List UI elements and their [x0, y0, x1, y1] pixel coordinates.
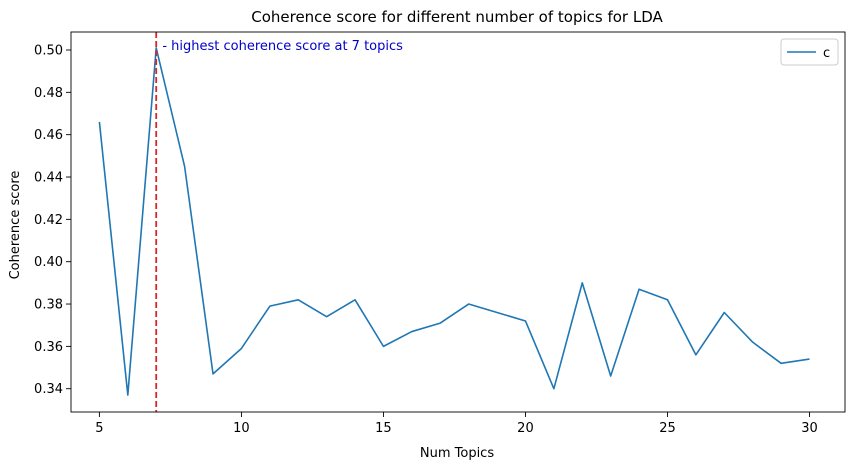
x-axis-ticks: 5 10 15 20 25 30 — [95, 412, 818, 436]
y-axis-ticks: 0.34 0.36 0.38 0.40 0.42 0.44 0.46 0.48 0.50 — [34, 43, 71, 397]
y-tick-label: 0.38 — [34, 298, 63, 313]
x-tick-label: 30 — [801, 421, 818, 436]
x-tick-label: 15 — [375, 421, 392, 436]
y-tick-label: 0.34 — [34, 382, 63, 397]
y-tick-label: 0.40 — [34, 255, 63, 270]
y-tick-label: 0.48 — [34, 86, 63, 101]
x-axis-title: Num Topics — [420, 446, 494, 461]
x-tick-label: 5 — [95, 421, 103, 436]
y-tick-label: 0.36 — [34, 340, 63, 355]
max-coherence-annotation: - highest coherence score at 7 topics — [158, 39, 403, 54]
x-tick-label: 10 — [233, 421, 250, 436]
x-tick-label: 25 — [659, 421, 676, 436]
plot-frame — [70, 31, 846, 413]
x-tick-label: 20 — [517, 421, 534, 436]
y-tick-label: 0.44 — [34, 171, 63, 186]
legend: c — [780, 38, 839, 66]
y-tick-label: 0.50 — [34, 43, 63, 58]
series-line-c — [98, 47, 810, 396]
y-tick-label: 0.46 — [34, 128, 63, 143]
y-tick-label: 0.42 — [34, 213, 63, 228]
legend-label-c: c — [823, 46, 830, 61]
chart-title: Coherence score for different number of … — [251, 8, 663, 26]
y-axis-title: Coherence score — [8, 171, 23, 280]
